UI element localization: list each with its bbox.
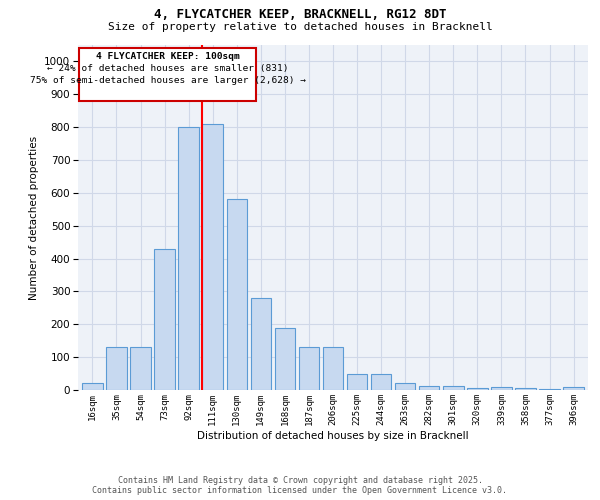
Bar	[251, 298, 271, 390]
Bar	[275, 328, 295, 390]
Bar	[443, 386, 464, 390]
Bar	[491, 388, 512, 390]
Text: 4 FLYCATCHER KEEP: 100sqm: 4 FLYCATCHER KEEP: 100sqm	[96, 52, 239, 61]
Bar	[563, 388, 584, 390]
Bar	[154, 248, 175, 390]
Bar	[515, 388, 536, 390]
Bar	[82, 384, 103, 390]
Bar	[419, 386, 439, 390]
Bar	[395, 384, 415, 390]
Text: 75% of semi-detached houses are larger (2,628) →: 75% of semi-detached houses are larger (…	[29, 76, 305, 85]
FancyBboxPatch shape	[79, 48, 256, 101]
Bar	[227, 200, 247, 390]
Bar	[323, 348, 343, 390]
Text: 4, FLYCATCHER KEEP, BRACKNELL, RG12 8DT: 4, FLYCATCHER KEEP, BRACKNELL, RG12 8DT	[154, 8, 446, 20]
Text: Contains HM Land Registry data © Crown copyright and database right 2025.
Contai: Contains HM Land Registry data © Crown c…	[92, 476, 508, 495]
Y-axis label: Number of detached properties: Number of detached properties	[29, 136, 38, 300]
Bar	[467, 388, 488, 390]
X-axis label: Distribution of detached houses by size in Bracknell: Distribution of detached houses by size …	[197, 430, 469, 440]
Bar	[106, 348, 127, 390]
Bar	[202, 124, 223, 390]
Text: Size of property relative to detached houses in Bracknell: Size of property relative to detached ho…	[107, 22, 493, 32]
Text: ← 24% of detached houses are smaller (831): ← 24% of detached houses are smaller (83…	[47, 64, 289, 73]
Bar	[371, 374, 391, 390]
Bar	[299, 348, 319, 390]
Bar	[130, 348, 151, 390]
Bar	[178, 127, 199, 390]
Bar	[347, 374, 367, 390]
